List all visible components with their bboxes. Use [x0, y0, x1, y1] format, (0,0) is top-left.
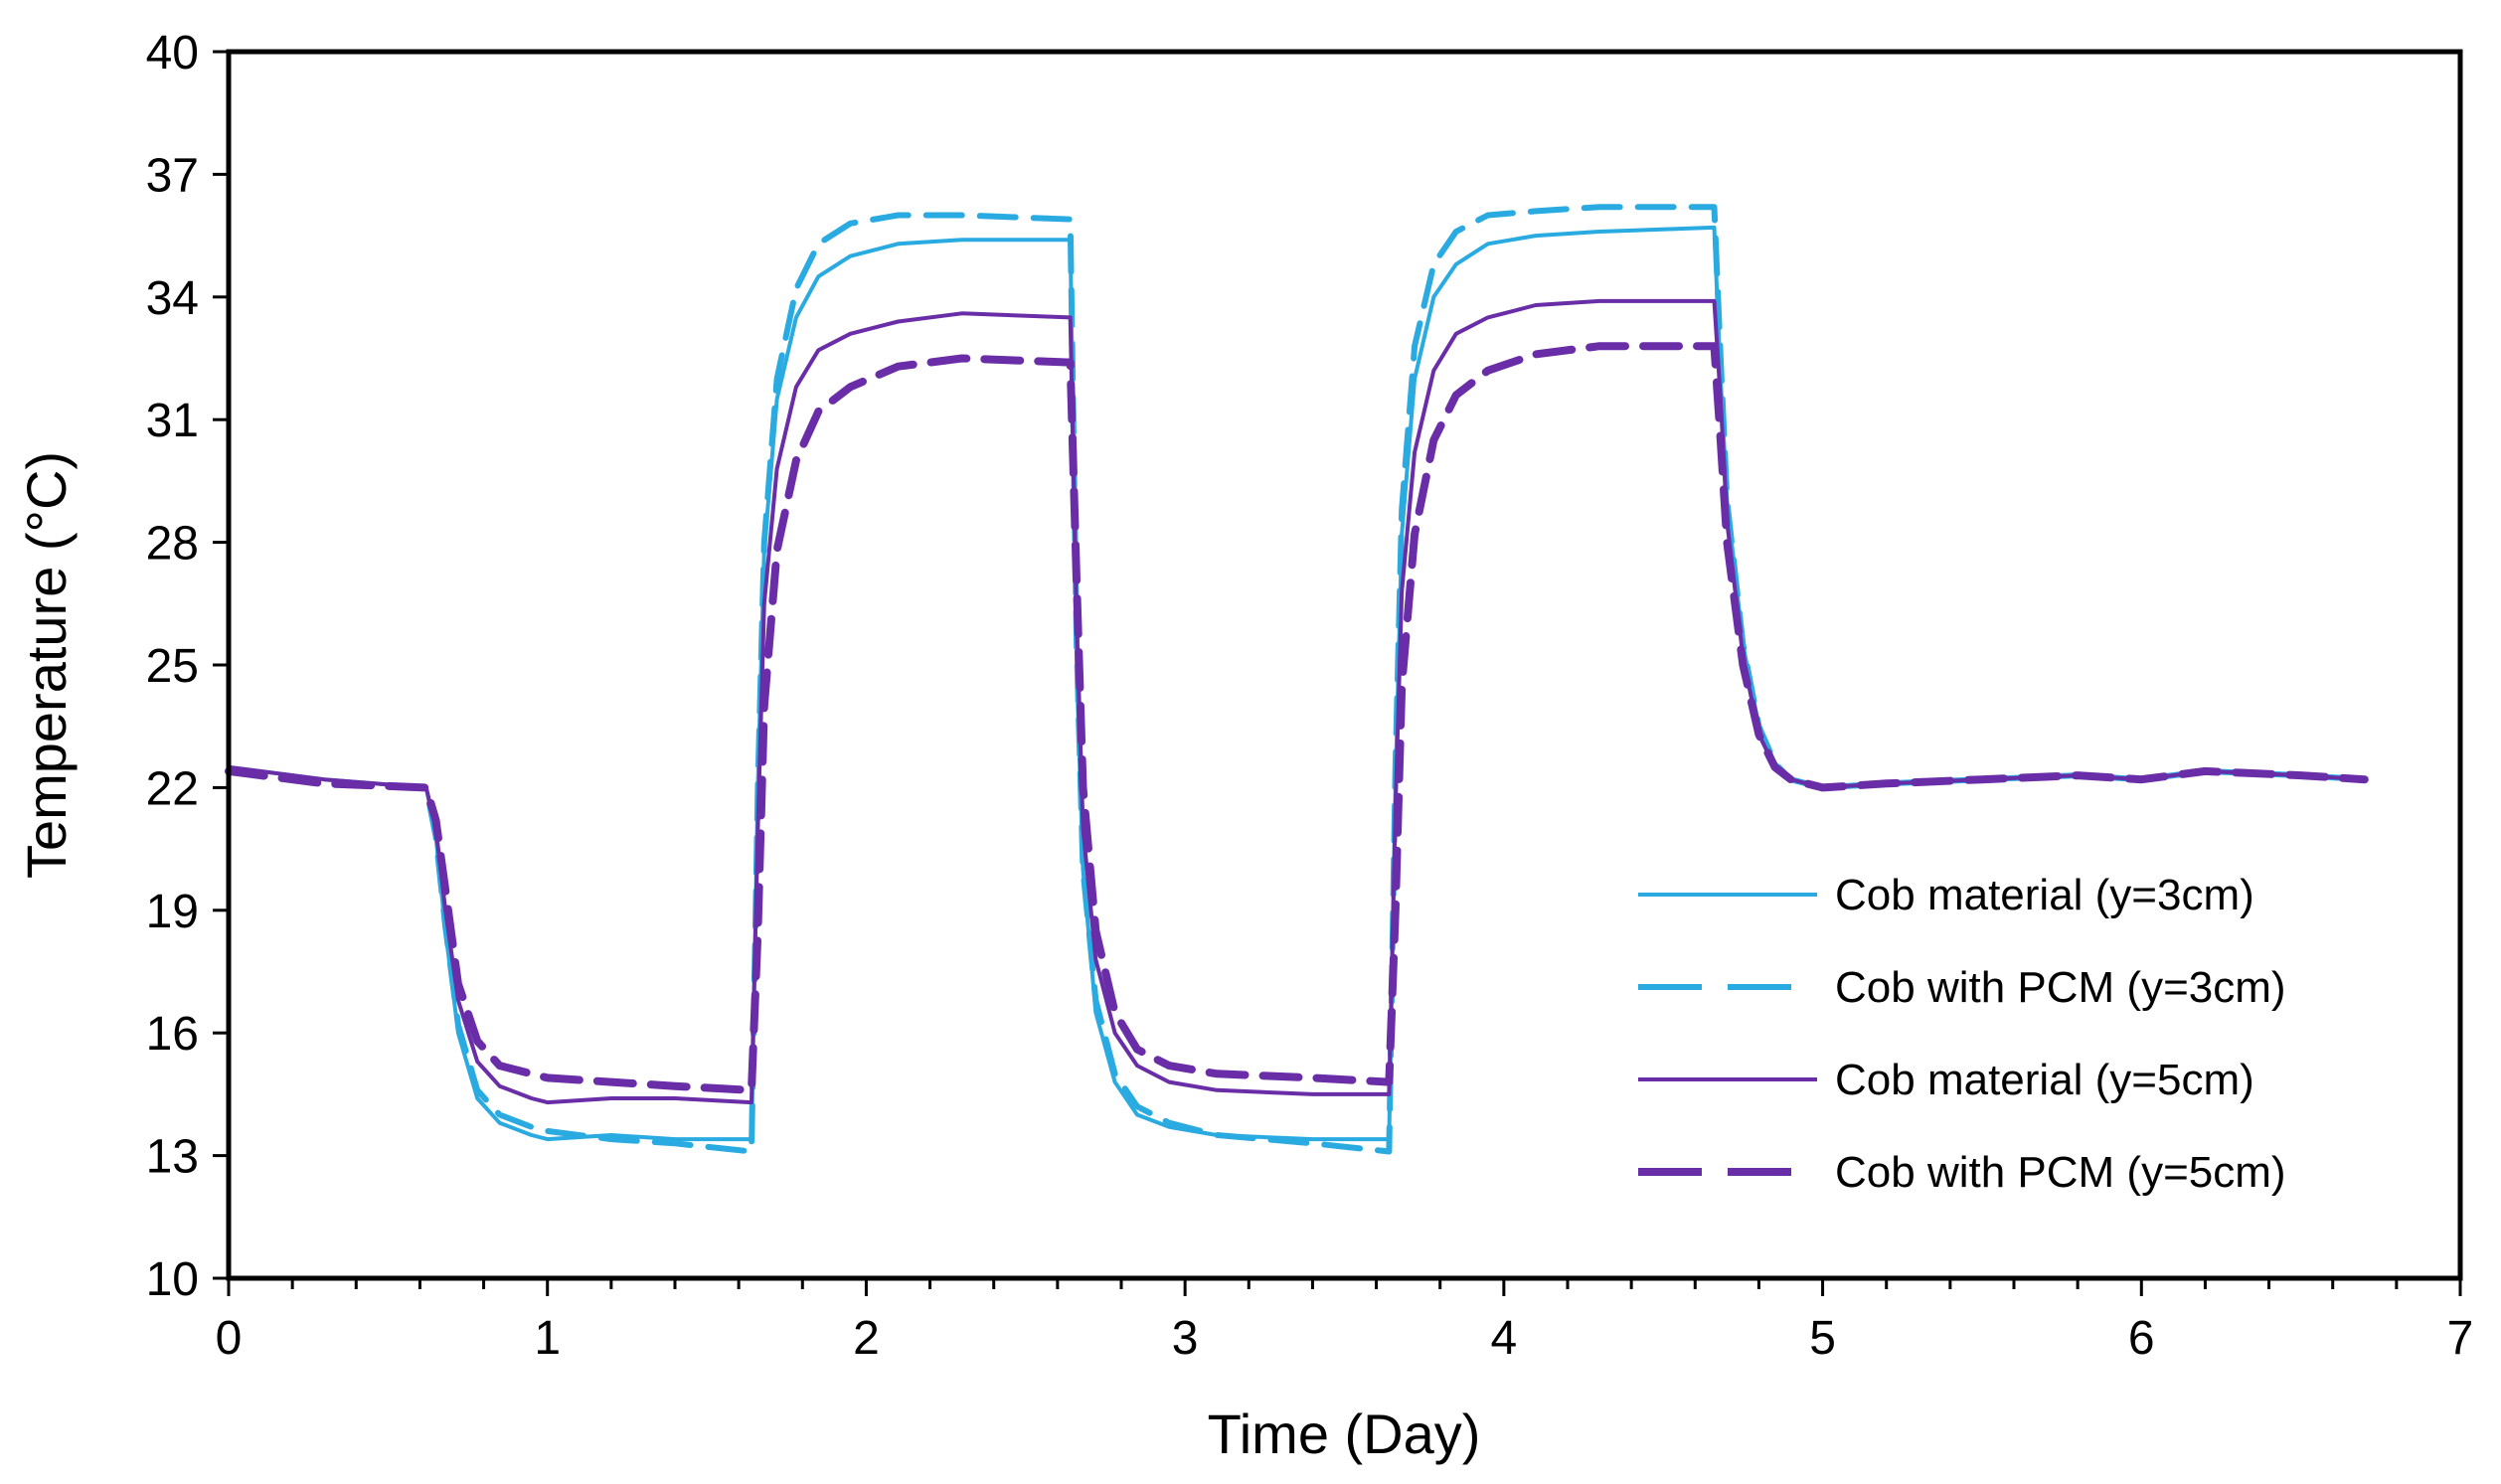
x-tick-label: 0 [216, 1312, 243, 1365]
y-tick-label: 13 [146, 1131, 199, 1184]
x-tick-label: 4 [1491, 1312, 1518, 1365]
legend-label-4: Cob with PCM (y=5cm) [1835, 1148, 2286, 1197]
y-tick-labels: 10 13 16 19 22 25 28 31 34 37 40 [146, 27, 199, 1306]
y-tick-label: 10 [146, 1253, 199, 1306]
y-tick-label: 40 [146, 27, 199, 80]
x-tick-label: 3 [1172, 1312, 1199, 1365]
y-tick-label: 22 [146, 762, 199, 815]
series-layer [225, 204, 2369, 1155]
y-tick-label: 37 [146, 149, 199, 202]
y-tick-label: 34 [146, 272, 199, 325]
legend: Cob material (y=3cm) Cob with PCM (y=3cm)… [1638, 871, 2286, 1197]
series-line-4 [225, 342, 2369, 1094]
x-tick-label: 1 [534, 1312, 561, 1365]
y-tick-label: 25 [146, 640, 199, 693]
plot-frame [226, 49, 2463, 1281]
y-tick-label: 19 [146, 886, 199, 938]
x-axis-title: Time (Day) [1208, 1402, 1481, 1465]
x-tick-label: 6 [2128, 1312, 2155, 1365]
x-tick-label: 7 [2447, 1312, 2474, 1365]
y-tick-label: 28 [146, 518, 199, 571]
legend-label-3: Cob material (y=5cm) [1835, 1056, 2254, 1104]
legend-label-2: Cob with PCM (y=3cm) [1835, 963, 2286, 1012]
y-axis-title: Temperature (°C) [15, 451, 78, 879]
y-tick-label: 31 [146, 395, 199, 447]
y-tick-label: 16 [146, 1008, 199, 1061]
x-tick-label: 5 [1809, 1312, 1836, 1365]
legend-label-1: Cob material (y=3cm) [1835, 871, 2254, 919]
x-tick-label: 2 [853, 1312, 880, 1365]
x-tick-labels: 0 1 2 3 4 5 6 7 [216, 1312, 2474, 1365]
